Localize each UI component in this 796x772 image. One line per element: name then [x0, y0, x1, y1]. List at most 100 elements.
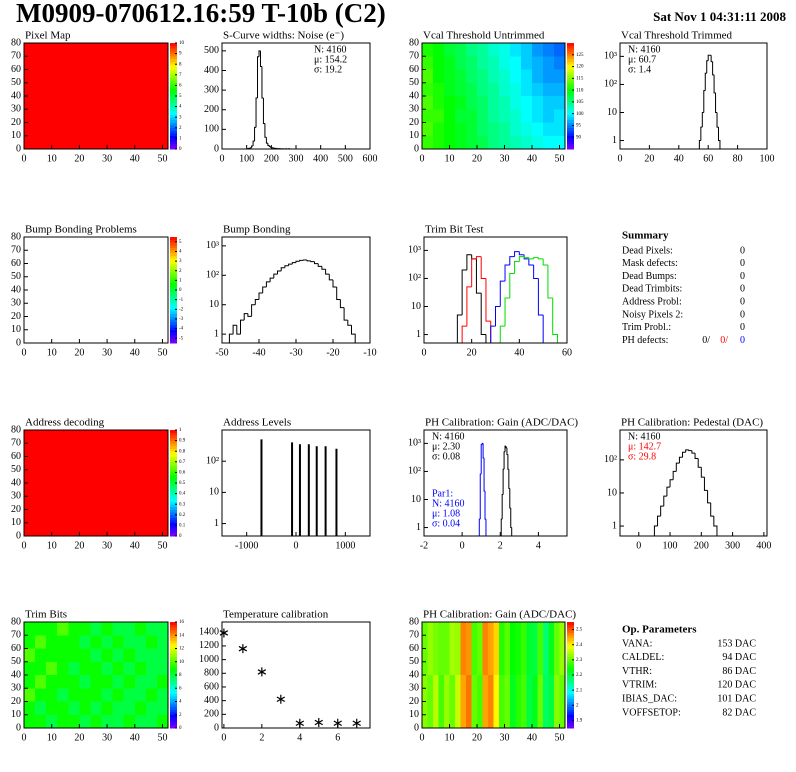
colorbar-segment: [170, 485, 177, 489]
x-tick-label: -20: [326, 347, 339, 358]
parameter-label: CALDEL:: [622, 652, 664, 663]
heatmap-cell: [488, 43, 499, 57]
x-tick-label: 6: [335, 732, 340, 743]
colorbar-segment: [567, 696, 574, 700]
histogram-bin: [509, 256, 515, 266]
x-tick-label: 200: [264, 153, 279, 164]
histogram-bin: [514, 251, 520, 257]
heatmap-cell: [559, 675, 565, 728]
x-tick-label: 20: [472, 732, 482, 743]
heatmap-cell: [510, 109, 521, 123]
heatmap-cell: [427, 675, 433, 728]
heatmap-cell: [438, 675, 444, 728]
y-tick-label: 200: [204, 104, 219, 115]
heatmap-cell: [510, 43, 521, 57]
scatter-marker: [352, 718, 361, 728]
colorbar-segment: [567, 127, 574, 131]
summary-value: 0: [740, 309, 745, 320]
colorbar-segment: [567, 48, 574, 52]
y-tick-label: 600: [204, 681, 219, 692]
panel-title: Bump Bonding Problems: [25, 224, 137, 236]
histogram-bin: [528, 257, 534, 260]
heatmap-cell: [510, 122, 521, 136]
heatmap-cell: [548, 675, 554, 728]
heatmap-cell: [543, 109, 554, 123]
heatmap-cell: [455, 43, 466, 57]
x-tick-label: -2: [420, 540, 428, 551]
histogram-bin: [537, 257, 544, 260]
histogram-bin: [310, 260, 315, 263]
heatmap-cell: [123, 635, 135, 649]
x-tick-label: 30: [500, 153, 510, 164]
colorbar-segment: [170, 96, 177, 99]
colorbar-segment: [170, 324, 177, 328]
colorbar-segment: [567, 629, 574, 633]
heatmap-cell: [156, 648, 168, 662]
colorbar-segment: [170, 300, 177, 304]
y-tick-label: 1200: [199, 640, 219, 651]
colorbar-segment: [170, 701, 177, 705]
heatmap-cell: [35, 675, 47, 689]
colorbar-segment: [170, 648, 177, 652]
histogram-bin: [503, 451, 506, 470]
histogram-bin: [265, 281, 271, 287]
op-parameters-title: Op. Parameters: [622, 624, 697, 636]
histogram-bin: [704, 72, 707, 91]
colorbar-segment: [567, 125, 574, 129]
y-tick-label: 1: [416, 522, 421, 533]
heatmap-cell: [427, 622, 433, 675]
heatmap-cell: [477, 135, 488, 149]
colorbar-tick-label: 9: [179, 52, 182, 57]
colorbar-tick-label: 2.4: [576, 643, 583, 648]
colorbar-tick-label: 7: [179, 73, 182, 78]
plot-frame: [221, 621, 371, 729]
x-tick-label: -50: [215, 347, 228, 358]
colorbar-tick-label: 125: [576, 53, 584, 58]
heatmap-cell: [79, 648, 91, 662]
plot-frame: [423, 236, 568, 344]
heatmap-cell: [123, 661, 135, 675]
heatmap-cell: [156, 714, 168, 728]
y-tick-label: 10: [411, 301, 421, 312]
y-tick-label: 80: [11, 424, 21, 435]
histogram-bin: [466, 286, 472, 327]
x-tick-label: 0: [294, 540, 299, 551]
heatmap-cell: [559, 622, 565, 675]
colorbar-tick-label: 6: [179, 84, 182, 89]
histogram-bin: [703, 477, 708, 491]
x-tick-label: -40: [252, 347, 265, 358]
colorbar-tick-label: 0.1: [179, 524, 186, 529]
colorbar-tick-label: 5: [179, 240, 182, 245]
x-tick-label: 30: [102, 540, 112, 551]
y-tick-label: 100: [204, 124, 219, 135]
colorbar-segment: [170, 709, 177, 713]
heatmap-cell: [488, 82, 499, 96]
heatmap-cell: [466, 56, 477, 70]
colorbar-tick-label: 2: [179, 126, 182, 131]
heatmap-cell: [101, 675, 113, 689]
heatmap-cell: [422, 109, 433, 123]
x-tick-label: 4: [536, 540, 541, 551]
y-tick-label: 40: [409, 669, 419, 680]
x-tick-label: 50: [157, 540, 167, 551]
histogram-bin: [706, 60, 709, 74]
heatmap-cell: [521, 43, 532, 57]
heatmap-cell: [145, 648, 157, 662]
heatmap-cell: [477, 43, 488, 57]
colorbar-segment: [567, 96, 574, 99]
colorbar-tick-label: 6: [179, 686, 182, 691]
colorbar-segment: [567, 656, 574, 660]
heatmap-cell: [510, 135, 521, 149]
heatmap-cell: [554, 82, 565, 96]
heatmap-cell: [543, 56, 554, 70]
y-tick-label: 20: [409, 696, 419, 707]
heatmap-cell: [79, 701, 91, 715]
y-tick-label: 10: [11, 709, 21, 720]
heatmap-cell: [521, 82, 532, 96]
colorbar-segment: [170, 303, 177, 307]
heatmap-cell: [134, 701, 146, 715]
x-tick-label: 20: [472, 153, 482, 164]
heatmap-cell: [521, 135, 532, 149]
heatmap-cell: [112, 622, 124, 636]
